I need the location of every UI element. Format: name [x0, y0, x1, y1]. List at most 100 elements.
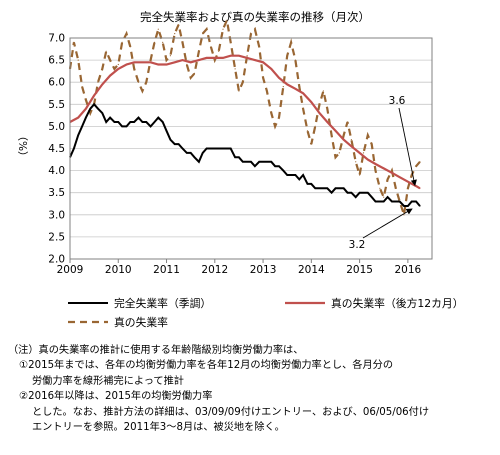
series-line-true12: [69, 54, 421, 190]
annotation-label: 3.2: [349, 239, 366, 251]
data-point-unemp: [367, 192, 369, 194]
data-point-unemp: [415, 200, 417, 203]
data-point-unemp: [298, 178, 300, 180]
data-point-true12: [222, 57, 224, 59]
data-point-true12: [343, 139, 345, 141]
data-point-true12: [174, 61, 176, 63]
data-point-true12: [101, 83, 103, 85]
data-point-unemp: [109, 117, 111, 119]
data-point-true: [165, 59, 168, 61]
data-point-true: [383, 196, 385, 198]
data-point-unemp: [73, 147, 75, 150]
data-point-true: [298, 86, 300, 88]
data-point-true12: [109, 75, 111, 77]
data-point-unemp: [89, 108, 91, 110]
data-point-true: [374, 170, 377, 172]
data-point-true: [141, 90, 143, 92]
y-tick-label: 5.0: [48, 121, 65, 133]
data-point-true12: [278, 77, 280, 79]
data-point-true: [77, 59, 79, 61]
y-tick-label: 6.0: [48, 77, 65, 89]
y-axis-label: （%）: [18, 131, 30, 162]
data-point-true: [117, 63, 119, 66]
legend-label-unemp: 完全失業率（季調）: [114, 296, 211, 310]
data-point-true: [334, 156, 337, 158]
data-point-true: [129, 46, 131, 48]
series-lines: [68, 16, 421, 216]
data-point-true12: [230, 55, 232, 57]
data-point-unemp: [278, 165, 280, 167]
series-line-unemp: [69, 102, 421, 207]
data-point-unemp: [371, 196, 373, 198]
note-line-5: とした。なお、推計方法の詳細は、03/09/09付けエントリー、および、06/0…: [32, 406, 430, 418]
data-point-true: [105, 50, 107, 52]
data-point-true: [262, 77, 264, 79]
x-tick-label: 2010: [105, 264, 132, 276]
y-tick-label: 6.5: [48, 55, 65, 67]
data-point-unemp: [274, 165, 276, 167]
data-point-true12: [310, 101, 312, 103]
data-point-true: [226, 19, 228, 21]
data-point-true: [137, 81, 140, 83]
data-point-unemp: [302, 174, 304, 176]
data-point-true12: [214, 57, 216, 59]
data-point-unemp: [334, 187, 337, 189]
data-point-true: [391, 170, 393, 172]
data-point-true: [150, 59, 152, 61]
data-point-unemp: [77, 134, 79, 136]
data-point-true: [350, 139, 352, 141]
x-tick-label: 2011: [153, 264, 180, 276]
data-point-unemp: [338, 187, 340, 189]
data-point-true: [387, 178, 389, 180]
data-point-unemp: [331, 192, 333, 194]
x-tick-label: 2009: [57, 264, 84, 276]
data-point-unemp: [246, 161, 248, 163]
data-point-true: [415, 165, 417, 167]
data-point-unemp: [214, 147, 216, 150]
data-point-unemp: [101, 112, 103, 114]
data-point-unemp: [174, 143, 176, 145]
data-point-true12: [141, 61, 143, 63]
data-point-true12: [157, 63, 159, 66]
data-point-true12: [399, 176, 401, 178]
data-point-unemp: [286, 174, 288, 176]
data-point-unemp: [153, 121, 156, 123]
y-tick-label: 3.0: [48, 209, 65, 221]
series-line-true: [68, 16, 421, 216]
data-point-true: [174, 33, 176, 35]
data-point-true12: [77, 117, 79, 119]
y-tick-label: 2.5: [48, 231, 65, 243]
data-point-true: [359, 174, 361, 176]
data-point-unemp: [117, 121, 119, 123]
data-point-unemp: [290, 174, 292, 176]
data-point-unemp: [165, 130, 168, 132]
data-point-true12: [125, 63, 128, 66]
data-point-true12: [286, 83, 288, 85]
legend-label-true: 真の失業率: [114, 315, 168, 329]
chart: 完全失業率および真の失業率の推移（月次） （%） 2.0 2.5 3.0 3.5 4.0…: [18, 10, 464, 329]
data-point-unemp: [133, 121, 135, 123]
data-point-true: [145, 81, 147, 83]
data-point-true12: [254, 59, 256, 61]
data-point-unemp: [125, 125, 128, 127]
note-line-6: エントリーを参照。2011年3～8月は、被災地を除く。: [32, 422, 285, 434]
data-point-unemp: [250, 161, 252, 163]
plot-frame: [69, 37, 433, 260]
data-point-unemp: [137, 117, 140, 119]
annotation-label: 3.6: [389, 95, 406, 107]
data-point-true: [193, 72, 196, 74]
data-point-true: [125, 33, 128, 35]
data-point-true12: [165, 63, 168, 66]
data-point-unemp: [391, 200, 393, 203]
data-point-true12: [238, 55, 240, 57]
data-point-true: [419, 161, 421, 163]
data-point-true: [162, 41, 164, 44]
data-point-true12: [359, 152, 361, 154]
data-point-unemp: [350, 192, 352, 194]
legend: 完全失業率（季調） 真の失業率（後方12カ月） 真の失業率: [68, 296, 464, 329]
data-point-unemp: [314, 187, 316, 189]
data-point-unemp: [93, 103, 95, 105]
data-point-true12: [415, 185, 417, 187]
data-point-true12: [374, 163, 377, 165]
chart-title: 完全失業率および真の失業率の推移（月次）: [140, 10, 370, 24]
